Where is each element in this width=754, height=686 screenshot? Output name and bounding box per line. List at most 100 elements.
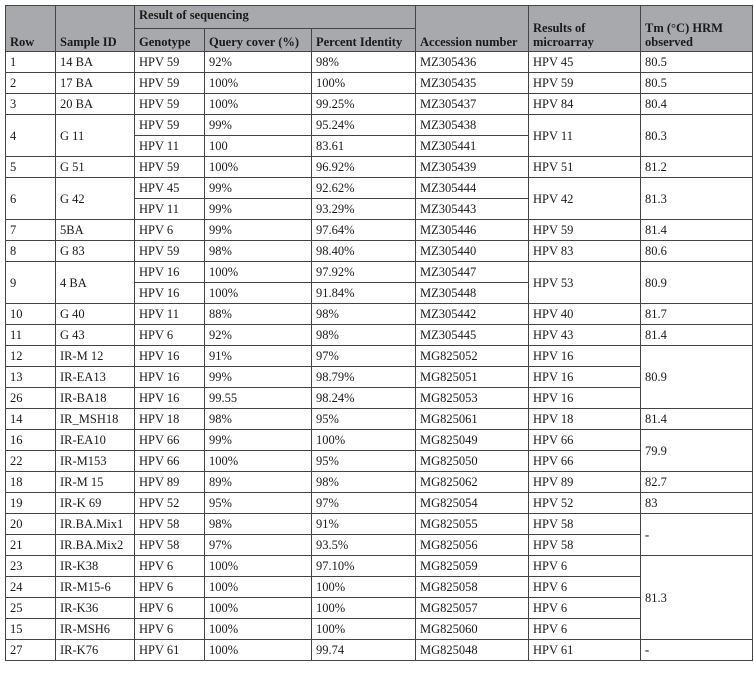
- cell-microarray: HPV 16: [528, 345, 641, 367]
- cell-row: 5: [5, 156, 56, 178]
- cell-genotype: HPV 59: [134, 156, 205, 178]
- table-row: 13 IR-EA13 HPV 16 99% 98.79% MG825051 HPV 16: [5, 366, 753, 388]
- cell-accession-number: MZ305435: [415, 72, 529, 94]
- cell-tm: -: [640, 639, 753, 661]
- cell-accession-number: MG825061: [415, 408, 529, 430]
- cell-microarray: HPV 52: [528, 492, 641, 514]
- cell-accession-number: MZ305447: [415, 261, 529, 283]
- cell-query-cover: 99%: [204, 429, 312, 451]
- cell-sample-id: IR_MSH18: [55, 408, 135, 430]
- table-row: 12 IR-M 12 HPV 16 91% 97% MG825052 HPV 16 80.9: [5, 345, 753, 409]
- cell-row: 9: [5, 261, 56, 304]
- cell-accession-number: MZ305442: [415, 303, 529, 325]
- cell-query-cover: 95%: [204, 492, 312, 514]
- cell-query-cover: 92%: [204, 51, 312, 73]
- cell-query-cover: 98%: [204, 408, 312, 430]
- table-row: 16 IR-EA10 HPV 66 99% 100% MG825049 HPV 66 79.9: [5, 429, 753, 472]
- cell-sample-id: IR-M15-6: [55, 576, 135, 598]
- cell-tm: 80.9: [640, 345, 753, 409]
- cell-percent-identity: 97.92%: [311, 261, 416, 283]
- cell-percent-identity: 98.24%: [311, 387, 416, 409]
- cell-row: 23: [5, 555, 56, 577]
- cell-tm: 81.2: [640, 156, 753, 178]
- cell-genotype: HPV 45: [134, 177, 205, 199]
- cell-tm: 81.4: [640, 219, 753, 241]
- cell-sample-id: 4 BA: [55, 261, 135, 304]
- cell-row: 22: [5, 450, 56, 472]
- cell-row: 4: [5, 114, 56, 157]
- cell-genotype: HPV 6: [134, 576, 205, 598]
- cell-accession-number: MZ305445: [415, 324, 529, 346]
- cell-row: 18: [5, 471, 56, 493]
- cell-microarray: HPV 45: [528, 51, 641, 73]
- cell-tm: 82.7: [640, 471, 753, 493]
- header-query-cover: Query cover (%): [204, 28, 312, 52]
- cell-sample-id: IR-EA13: [55, 366, 135, 388]
- cell-percent-identity: 97.64%: [311, 219, 416, 241]
- cell-genotype: HPV 59: [134, 240, 205, 262]
- cell-microarray: HPV 6: [528, 555, 641, 577]
- cell-percent-identity: 98%: [311, 324, 416, 346]
- cell-sample-id: IR-M153: [55, 450, 135, 472]
- cell-sample-id: 20 BA: [55, 93, 135, 115]
- cell-tm: 80.5: [640, 51, 753, 73]
- cell-genotype: HPV 58: [134, 513, 205, 535]
- cell-row: 20: [5, 513, 56, 535]
- cell-row: 14: [5, 408, 56, 430]
- cell-percent-identity: 98.79%: [311, 366, 416, 388]
- cell-query-cover: 100%: [204, 597, 312, 619]
- table-row: 22 IR-M153 HPV 66 100% 95% MG825050 HPV 66: [5, 450, 753, 472]
- cell-genotype: HPV 16: [134, 387, 205, 409]
- table-row: 10 G 40 HPV 11 88% 98% MZ305442 HPV 40 81.7: [5, 303, 753, 325]
- table-row: 3 20 BA HPV 59 100% 99.25% MZ305437 HPV 84 80.4: [5, 93, 753, 115]
- cell-genotype: HPV 6: [134, 597, 205, 619]
- cell-accession-number: MG825058: [415, 576, 529, 598]
- cell-microarray: HPV 43: [528, 324, 641, 346]
- cell-percent-identity: 93.29%: [311, 198, 416, 220]
- cell-genotype: HPV 66: [134, 429, 205, 451]
- cell-sample-id: G 42: [55, 177, 135, 220]
- cell-tm: 81.4: [640, 324, 753, 346]
- table-row: 1 14 BA HPV 59 92% 98% MZ305436 HPV 45 80.5: [5, 51, 753, 73]
- cell-sample-id: IR-M 12: [55, 345, 135, 367]
- header-genotype: Genotype: [134, 28, 205, 52]
- table-row: 11 G 43 HPV 6 92% 98% MZ305445 HPV 43 81.4: [5, 324, 753, 346]
- cell-accession-number: MG825059: [415, 555, 529, 577]
- table-row: 15 IR-MSH6 HPV 6 100% 100% MG825060 HPV 6: [5, 618, 753, 640]
- header-result-of-sequencing: Result of sequencing: [134, 5, 416, 29]
- cell-genotype: HPV 59: [134, 93, 205, 115]
- cell-microarray: HPV 6: [528, 576, 641, 598]
- header-row: Row: [5, 5, 56, 52]
- cell-microarray: HPV 59: [528, 219, 641, 241]
- cell-accession-number: MG825053: [415, 387, 529, 409]
- cell-genotype: HPV 89: [134, 471, 205, 493]
- cell-accession-number: MG825051: [415, 366, 529, 388]
- table-row: 27 IR-K76 HPV 61 100% 99.74 MG825048 HPV 61-: [5, 639, 753, 661]
- cell-query-cover: 100%: [204, 93, 312, 115]
- cell-microarray: HPV 42: [528, 177, 641, 220]
- table-row: 19 IR-K 69 HPV 52 95% 97% MG825054 HPV 52 83: [5, 492, 753, 514]
- cell-sample-id: G 83: [55, 240, 135, 262]
- cell-percent-identity: 100%: [311, 618, 416, 640]
- cell-query-cover: 99%: [204, 198, 312, 220]
- cell-accession-number: MG825048: [415, 639, 529, 661]
- cell-tm: 80.9: [640, 261, 753, 304]
- cell-accession-number: MZ305440: [415, 240, 529, 262]
- table-row: 21 IR.BA.Mix2 HPV 58 97% 93.5% MG825056 HPV 58: [5, 534, 753, 556]
- cell-sample-id: IR-K36: [55, 597, 135, 619]
- cell-row: 26: [5, 387, 56, 409]
- cell-accession-number: MZ305443: [415, 198, 529, 220]
- cell-sample-id: IR-EA10: [55, 429, 135, 451]
- cell-genotype: HPV 16: [134, 261, 205, 283]
- cell-row: 1: [5, 51, 56, 73]
- cell-percent-identity: 92.62%: [311, 177, 416, 199]
- cell-sample-id: IR-MSH6: [55, 618, 135, 640]
- cell-query-cover: 100%: [204, 576, 312, 598]
- cell-query-cover: 99%: [204, 114, 312, 136]
- header-percent-identity: Percent Identity: [311, 28, 416, 52]
- cell-query-cover: 100%: [204, 282, 312, 304]
- cell-query-cover: 100%: [204, 156, 312, 178]
- cell-query-cover: 100%: [204, 261, 312, 283]
- cell-microarray: HPV 40: [528, 303, 641, 325]
